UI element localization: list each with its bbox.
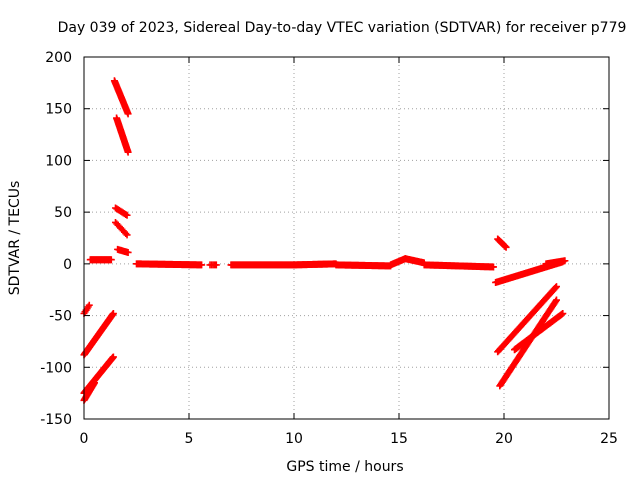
x-tick-label: 20 — [495, 431, 513, 447]
data-point — [91, 379, 98, 387]
data-point — [85, 301, 93, 309]
data-point — [122, 230, 130, 238]
y-tick-label: 50 — [54, 205, 72, 221]
chart-title: Day 039 of 2023, Sidereal Day-to-day VTE… — [58, 20, 627, 36]
data-point — [552, 284, 560, 292]
data-point — [107, 256, 115, 264]
data-point — [561, 257, 569, 265]
data-point — [490, 263, 497, 271]
x-tick-label: 5 — [185, 431, 194, 447]
data-point — [124, 110, 132, 118]
data-point — [212, 261, 220, 269]
data-point — [122, 210, 130, 218]
plot-frame — [83, 56, 610, 420]
axes: 0 5 10 15 20 25 -150 -100 -50 0 50 100 150 200 — [40, 50, 618, 447]
data-point — [109, 353, 117, 361]
y-tick-label: 200 — [45, 50, 72, 66]
y-tick-label: -150 — [40, 412, 72, 428]
data-point — [124, 148, 132, 156]
y-tick-label: 100 — [45, 153, 72, 169]
x-tick-label: 0 — [80, 431, 89, 447]
data-point — [502, 243, 510, 251]
data-markers — [80, 77, 569, 404]
grid-lines — [84, 57, 609, 419]
y-tick-label: 150 — [45, 102, 72, 118]
y-tick-label: -50 — [49, 309, 72, 325]
data-point — [198, 261, 206, 269]
y-tick-label: 0 — [63, 257, 72, 273]
data-point — [123, 211, 131, 219]
data-point — [123, 231, 131, 239]
data-point — [553, 296, 560, 304]
x-axis-label: GPS time / hours — [286, 459, 403, 475]
data-point — [552, 297, 560, 305]
data-point — [124, 248, 132, 256]
y-axis-label: SDTVAR / TECUs — [7, 181, 23, 296]
y-tick-label: -100 — [40, 360, 72, 376]
data-point — [553, 283, 560, 291]
x-tick-label: 10 — [285, 431, 303, 447]
x-tick-label: 25 — [600, 431, 618, 447]
data-point — [559, 310, 567, 318]
data-point — [109, 310, 117, 318]
x-tick-label: 15 — [390, 431, 408, 447]
